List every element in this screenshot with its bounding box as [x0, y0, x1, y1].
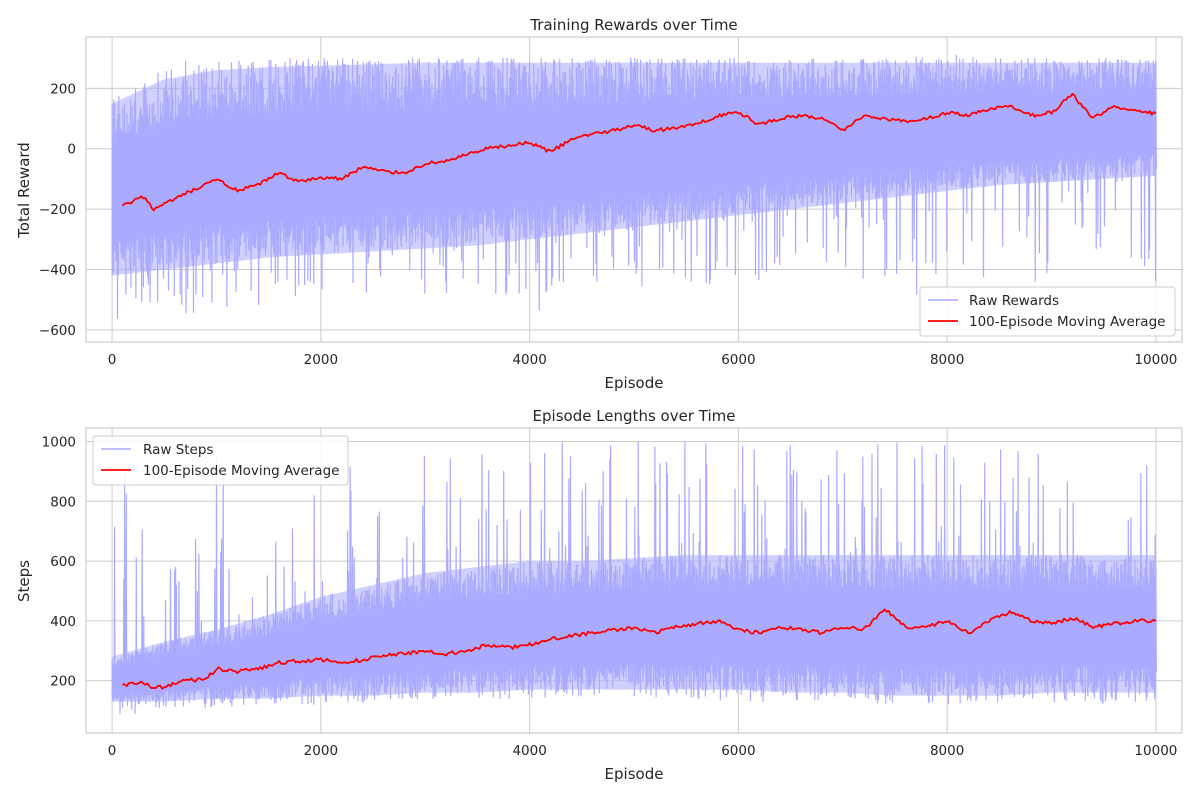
steps-chart-title: Episode Lengths over Time	[533, 407, 736, 425]
rewards-x-ticks: 0 2000 4000 6000 8000 10000	[108, 352, 1178, 368]
steps-x-ticks: 0 2000 4000 6000 8000 10000	[108, 743, 1178, 759]
steps-y-ticks: 200 400 600 800 1000	[42, 434, 76, 689]
raw-rewards-band	[111, 54, 1157, 319]
rewards-chart-title: Training Rewards over Time	[529, 16, 737, 34]
rewards-x-tick-label: 0	[108, 352, 117, 368]
rewards-y-tick-label: 200	[50, 81, 76, 97]
rewards-chart: Training Rewards over Time 0 2000 4000 6000…	[15, 16, 1183, 392]
rewards-y-tick-label: −600	[39, 323, 76, 339]
rewards-plot-frame	[85, 36, 1183, 343]
steps-x-tick-label: 0	[108, 743, 117, 759]
rewards-raw-series-band	[112, 62, 1156, 276]
rewards-x-tick-label: 10000	[1134, 352, 1177, 368]
rewards-y-tick-label: −400	[39, 263, 76, 279]
rewards-y-ticks: −600 −400 −200 0 200	[39, 81, 76, 339]
rewards-x-tick-label: 6000	[721, 352, 755, 368]
rewards-x-axis-label: Episode	[605, 374, 664, 392]
rewards-legend-ma-label: 100-Episode Moving Average	[969, 314, 1165, 330]
steps-y-axis-label: Steps	[15, 560, 33, 602]
steps-y-tick-label: 600	[50, 554, 76, 570]
steps-y-tick-label: 1000	[42, 434, 76, 450]
steps-y-tick-label: 800	[50, 494, 76, 510]
rewards-moving-average	[121, 93, 1157, 212]
rewards-legend: Raw Rewards 100-Episode Moving Average	[919, 286, 1176, 337]
rewards-y-axis-label: Total Reward	[15, 142, 33, 239]
steps-x-tick-label: 4000	[512, 743, 546, 759]
steps-legend-raw-label: Raw Steps	[143, 442, 213, 458]
steps-x-tick-label: 8000	[930, 743, 964, 759]
rewards-x-tick-label: 4000	[512, 352, 546, 368]
steps-legend-ma-label: 100-Episode Moving Average	[143, 463, 339, 479]
steps-plot-frame	[85, 427, 1183, 734]
rewards-moving-average-line	[121, 93, 1157, 212]
rewards-legend-raw-label: Raw Rewards	[969, 293, 1059, 309]
steps-legend: Raw Steps 100-Episode Moving Average	[92, 435, 349, 486]
steps-x-tick-label: 10000	[1134, 743, 1177, 759]
steps-chart: Episode Lengths over Time 0 2000 4000 6000 8…	[15, 407, 1183, 783]
rewards-y-tick-label: 0	[67, 142, 76, 158]
steps-y-tick-label: 200	[50, 674, 76, 690]
steps-legend-box	[92, 435, 349, 486]
steps-x-axis-label: Episode	[605, 765, 664, 783]
rewards-x-tick-label: 2000	[304, 352, 338, 368]
rewards-y-tick-label: −200	[39, 202, 76, 218]
steps-x-tick-label: 6000	[721, 743, 755, 759]
steps-x-tick-label: 2000	[304, 743, 338, 759]
rewards-x-tick-label: 8000	[930, 352, 964, 368]
rewards-legend-box	[919, 286, 1176, 337]
steps-moving-average	[122, 608, 1157, 690]
steps-moving-average-line	[122, 608, 1157, 690]
steps-y-tick-label: 400	[50, 614, 76, 630]
